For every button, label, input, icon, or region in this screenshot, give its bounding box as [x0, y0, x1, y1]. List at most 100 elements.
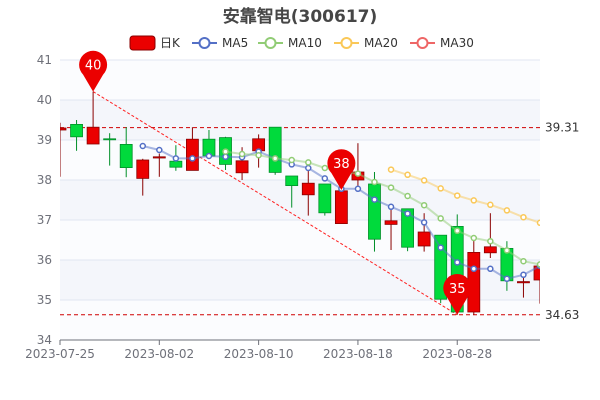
ma-point [321, 164, 329, 172]
chart-title: 安靠智电(300617) [222, 7, 378, 27]
ma-point [487, 201, 494, 209]
ma-point [520, 257, 527, 265]
ma-point [404, 192, 411, 200]
ma-point [437, 244, 444, 251]
ma-point [354, 185, 362, 193]
ma-point [520, 213, 527, 221]
candle-body [318, 183, 332, 214]
mark-point-pin [79, 50, 108, 92]
mark-point-label: 38 [333, 157, 350, 172]
ma-line-ma20 [390, 168, 540, 224]
ma-point [437, 185, 444, 192]
y-tick-label: 39 [37, 133, 52, 147]
ma-point [222, 153, 229, 161]
ma-point [271, 155, 279, 162]
candle-body [368, 183, 381, 240]
ma-point [371, 178, 378, 186]
ma-point [371, 196, 378, 203]
legend-item-日k[interactable]: 日K [129, 35, 181, 51]
y-tick-label: 37 [37, 213, 52, 227]
y-tick-label: 38 [37, 173, 52, 187]
ma-point [189, 155, 196, 162]
ma-point [420, 201, 428, 209]
grid-band [60, 60, 540, 100]
mark-line-label: 39.31 [545, 121, 579, 135]
ma-point [453, 227, 461, 235]
candle-body [268, 126, 282, 173]
legend-item-ma30[interactable]: MA30 [410, 36, 474, 50]
ma-point [139, 142, 147, 150]
ma-point [387, 184, 395, 191]
plot-area [60, 91, 540, 316]
candle-body [334, 190, 348, 225]
x-tick-label: 2023-08-10 [224, 347, 294, 361]
ma-point [503, 207, 511, 214]
ma-point [288, 156, 295, 164]
legend-item-ma5[interactable]: MA5 [192, 36, 248, 50]
candle-body [517, 281, 530, 284]
legend-label: 日K [160, 36, 181, 50]
candle-body [483, 246, 497, 254]
mark-point-label: 40 [85, 59, 102, 74]
ma-point [487, 237, 494, 245]
mark-point-label: 35 [449, 282, 466, 297]
candle-body [417, 231, 431, 247]
legend-label: MA30 [440, 36, 474, 50]
x-tick-label: 2023-08-28 [422, 347, 492, 361]
mark-point-pin [327, 149, 356, 190]
y-tick-label: 41 [37, 53, 52, 67]
candle-body [136, 159, 150, 179]
ma-point [470, 197, 478, 204]
ma-point [205, 152, 213, 160]
candle-body [533, 265, 540, 281]
ma-point [420, 219, 428, 226]
legend-candle-icon [129, 35, 156, 51]
ma-point [470, 234, 478, 242]
ma-point [470, 265, 478, 273]
legend-circle-icon [416, 37, 429, 49]
legend-item-ma20[interactable]: MA20 [334, 36, 398, 50]
candle-body [119, 143, 133, 168]
legend-label: MA10 [288, 36, 322, 50]
candle-body [152, 156, 166, 159]
ma-point [487, 265, 494, 273]
candle-body [103, 138, 117, 141]
ma-point [520, 271, 527, 279]
candle-body [401, 208, 414, 248]
ma-point [536, 261, 540, 268]
ma-point [156, 146, 163, 154]
ma-point [503, 247, 511, 254]
mark-line-label: 34.63 [545, 308, 579, 322]
ma-point [437, 215, 444, 222]
candle-body [384, 220, 398, 225]
x-tick-label: 2023-07-25 [25, 347, 95, 361]
candle-body [86, 126, 100, 145]
ma-point [238, 150, 246, 158]
legend-circle-icon [340, 37, 353, 49]
y-tick-label: 40 [37, 93, 52, 107]
ma-point [321, 175, 329, 182]
candle-body [60, 127, 67, 131]
ma-point [453, 259, 461, 266]
ma-point [172, 155, 180, 162]
legend-circle-icon [264, 37, 277, 49]
x-tick-label: 2023-08-18 [323, 347, 393, 361]
ma-point [255, 151, 262, 159]
ma-point [305, 159, 312, 166]
legend-label: MA20 [364, 36, 398, 50]
ma-point [387, 203, 395, 211]
y-tick-label: 36 [37, 253, 52, 267]
ma-point [387, 166, 395, 173]
legend-item-ma10[interactable]: MA10 [258, 36, 322, 50]
candle-body [235, 160, 249, 174]
ma-point [404, 210, 411, 217]
ma-point [503, 275, 511, 283]
x-tick-label: 2023-08-02 [124, 347, 194, 361]
grid-band [60, 100, 540, 140]
grid-band [60, 180, 540, 220]
candle-body [186, 138, 199, 171]
y-tick-label: 34 [37, 333, 52, 347]
ma-point [536, 219, 540, 227]
